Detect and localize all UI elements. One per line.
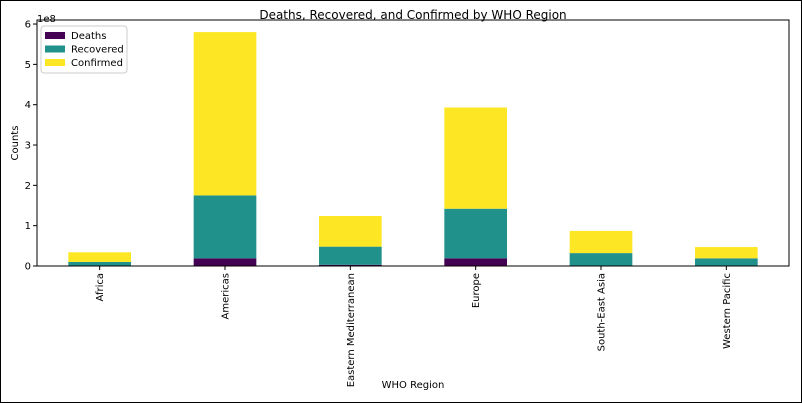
legend-label-deaths: Deaths [71,31,106,42]
bar-confirmed-2 [319,215,382,247]
y-tick-label-3: 3 [25,141,31,152]
y-tick-label-2: 2 [25,181,31,192]
bar-deaths-3 [444,258,507,266]
bar-deaths-2 [319,264,382,266]
x-tick-label-0: Africa [95,273,106,302]
chart-title: Deaths, Recovered, and Confirmed by WHO … [259,8,566,22]
bar-confirmed-5 [695,247,758,259]
legend-label-recovered: Recovered [71,45,124,56]
bar-recovered-4 [569,253,633,266]
x-axis-label: WHO Region [382,380,445,391]
bar-confirmed-1 [193,32,257,196]
y-tick-label-4: 4 [25,100,31,111]
bar-recovered-5 [695,258,758,266]
x-tick-label-2: Eastern Mediterranean [346,273,357,387]
bar-recovered-0 [68,261,131,266]
bars-group [68,32,758,266]
legend-swatch-recovered [45,45,65,53]
bar-recovered-3 [444,208,507,259]
x-tick-label-5: Western Pacific [722,273,733,349]
bar-recovered-1 [193,195,257,259]
y-axis-label: Counts [10,126,21,161]
plot-area-border [36,19,790,267]
y-tick-label-1: 1 [25,221,31,232]
x-tick-label-1: Americas [221,273,232,319]
legend-swatch-confirmed [45,59,65,66]
bar-confirmed-0 [68,252,131,262]
bar-deaths-1 [193,258,257,266]
bar-recovered-2 [319,246,382,265]
bar-confirmed-4 [569,230,633,254]
y-tick-label-0: 0 [25,262,31,273]
legend-label-confirmed: Confirmed [71,58,123,69]
x-ticks-group: Africa Americas Eastern Mediterranean Europ… [95,266,733,387]
x-tick-label-3: Europe [471,273,482,308]
axes-group [36,19,790,267]
bar-confirmed-3 [444,107,507,209]
legend-swatch-deaths [45,32,65,39]
legend: Deaths Recovered Confirmed [40,25,128,74]
y-tick-label-5: 5 [25,60,31,71]
y-ticks-group: 0 1 2 3 4 5 6 [25,20,37,273]
x-tick-label-4: South-East Asia [597,273,608,351]
y-scale-note: 1e8 [37,14,56,25]
y-tick-label-6: 6 [25,20,31,31]
